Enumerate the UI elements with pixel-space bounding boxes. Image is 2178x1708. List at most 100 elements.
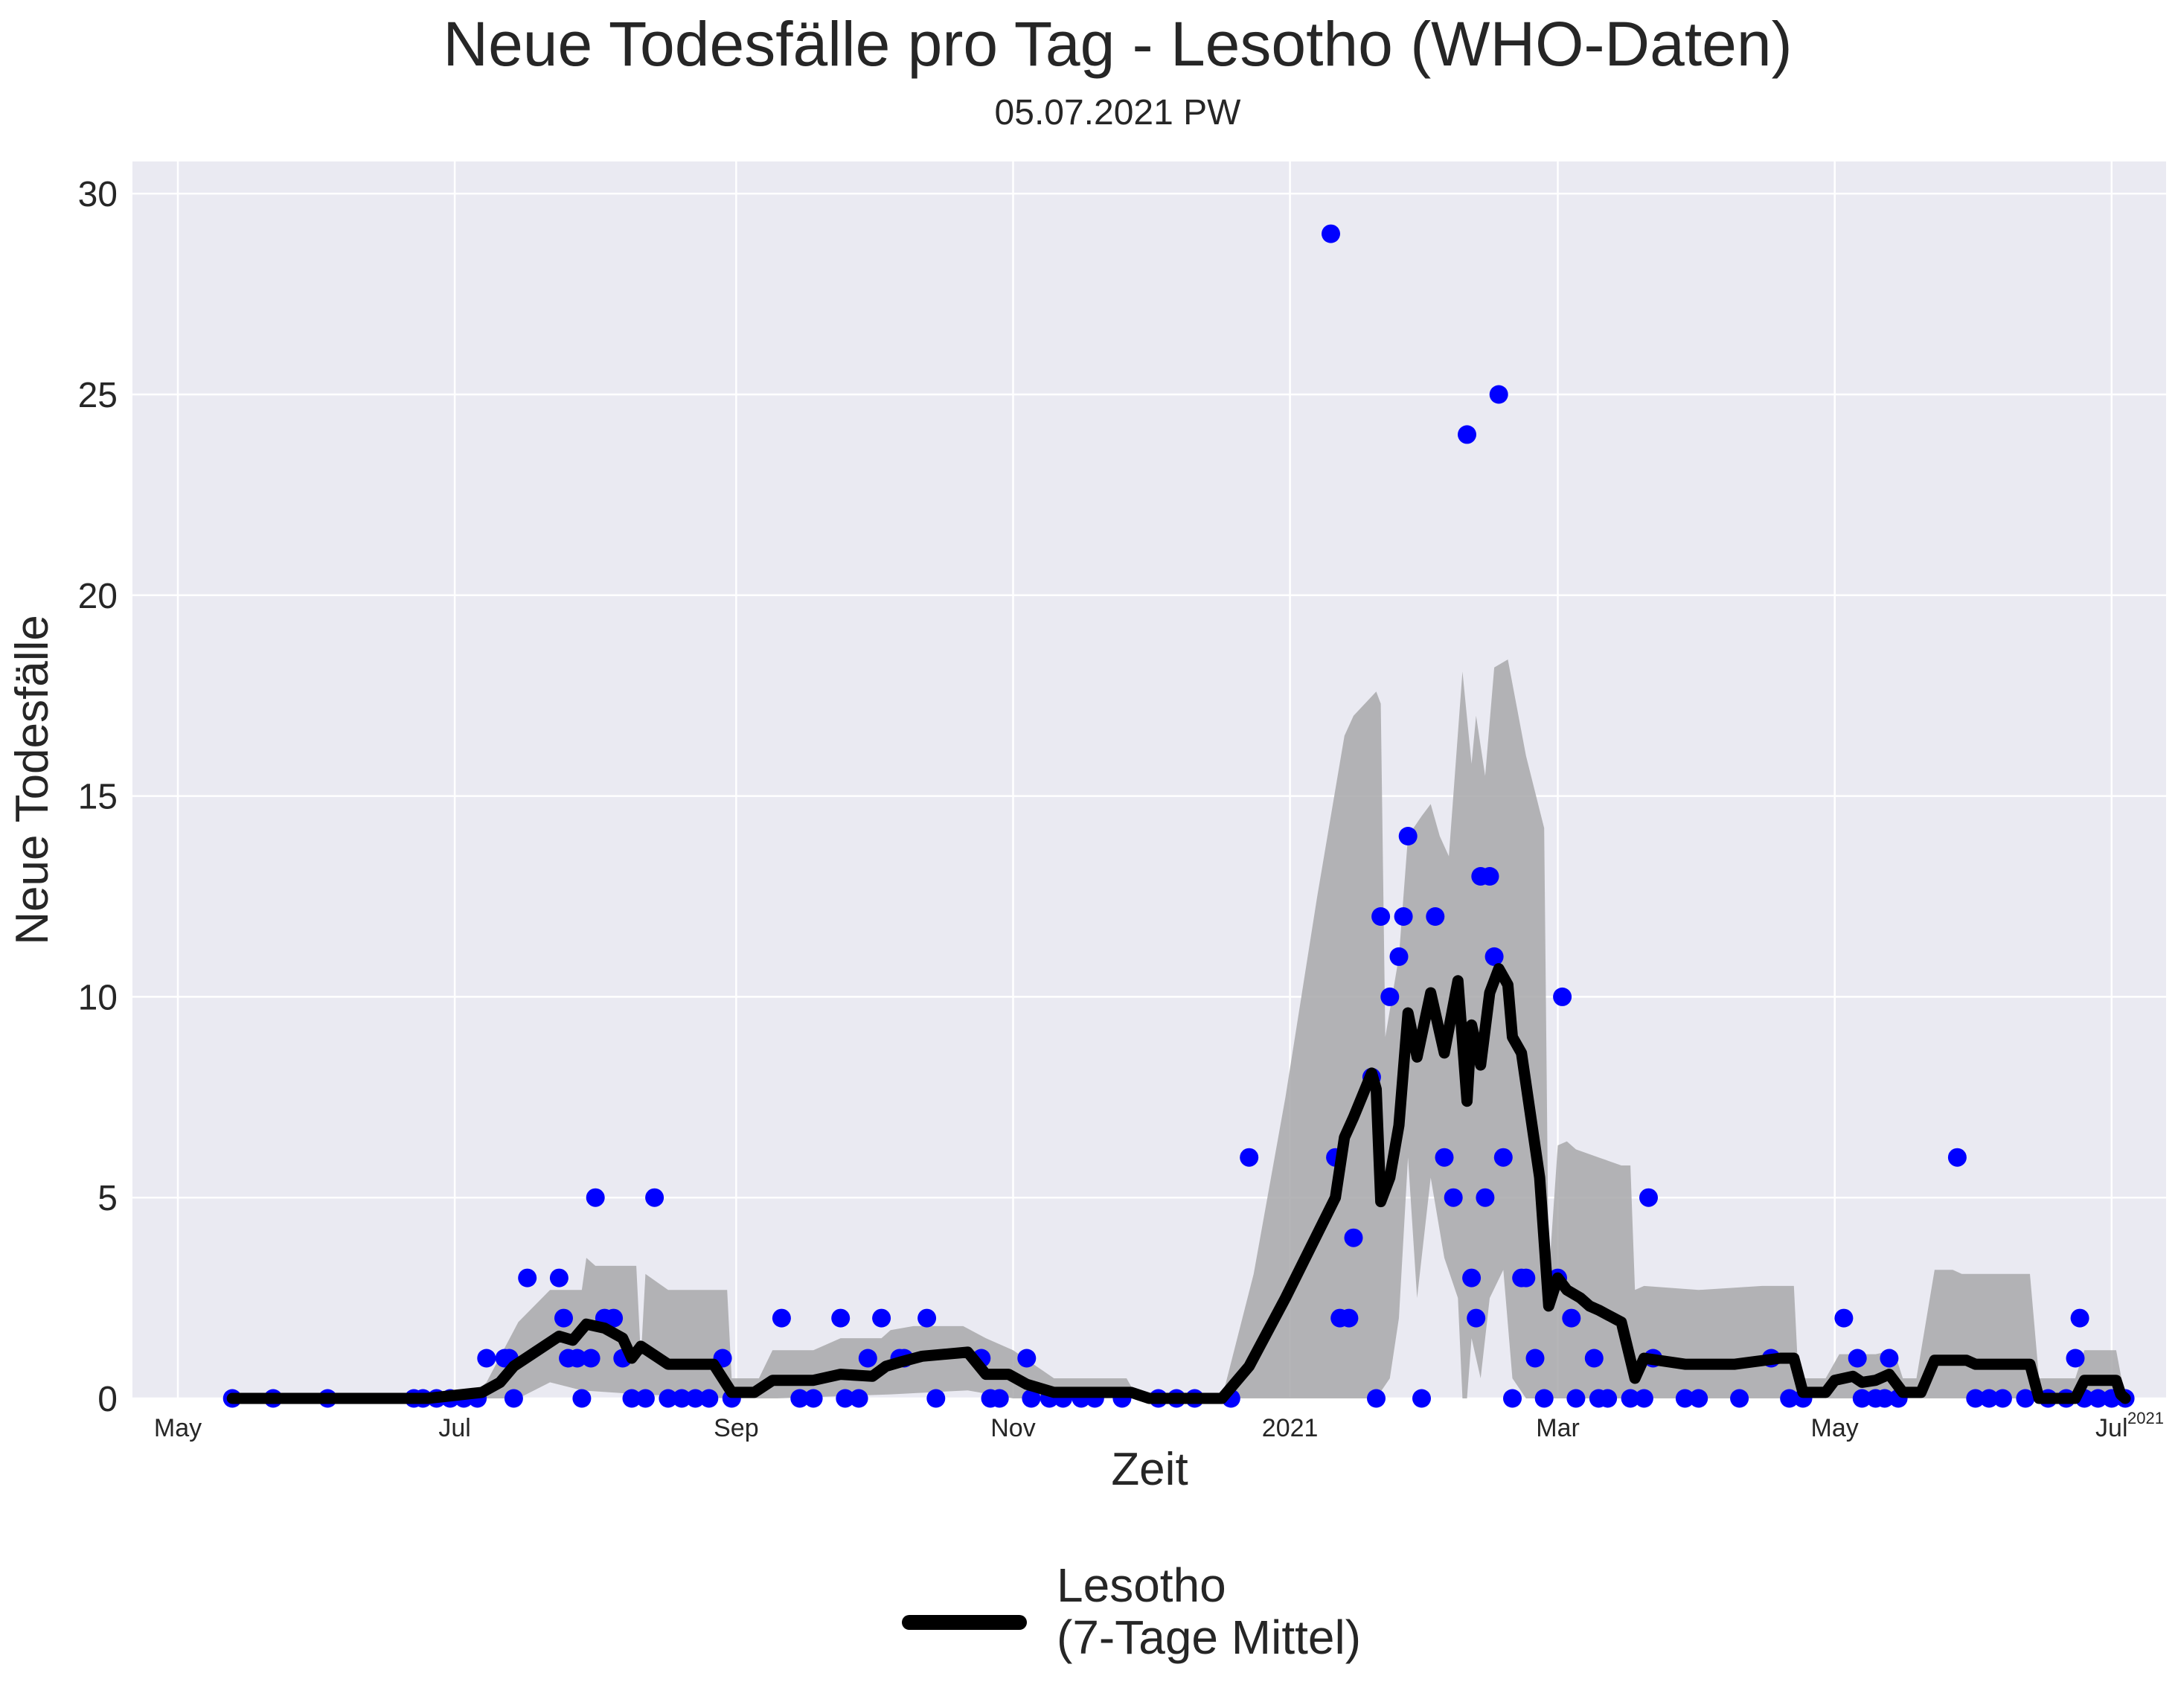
- data-point: [549, 1268, 568, 1288]
- x-tick-labels: May Jul Sep Nov 2021 Mar May Jul: [154, 1414, 2128, 1442]
- data-point: [1562, 1308, 1581, 1328]
- data-point: [645, 1188, 664, 1207]
- data-point: [1493, 1148, 1513, 1167]
- data-point: [772, 1308, 791, 1328]
- seven-day-average-line: [226, 963, 2131, 1404]
- data-point: [659, 1389, 678, 1408]
- data-point: [568, 1349, 587, 1368]
- x-axis-label: Zeit: [1111, 1444, 1188, 1495]
- data-point: [518, 1268, 537, 1288]
- data-point: [1394, 907, 1413, 926]
- data-point: [872, 1308, 891, 1328]
- data-point: [1966, 1389, 1985, 1408]
- y-tick-label: 10: [78, 978, 118, 1017]
- data-point: [1598, 1389, 1618, 1408]
- data-point: [1412, 1389, 1431, 1408]
- y-tick-label: 30: [78, 175, 118, 214]
- data-point: [572, 1389, 592, 1408]
- x-tick-label: 2021: [1262, 1414, 1319, 1442]
- plot-background: [132, 161, 2166, 1398]
- data-point: [1834, 1308, 1854, 1328]
- x-tick-label: May: [1811, 1414, 1859, 1442]
- x-axis-offset-label: 2021: [2127, 1409, 2164, 1427]
- data-point: [1621, 1389, 1640, 1408]
- x-tick-label: Nov: [990, 1414, 1035, 1442]
- data-point: [1852, 1389, 1871, 1408]
- x-tick-label: Jul: [2095, 1414, 2127, 1442]
- data-point: [1516, 1268, 1536, 1288]
- data-point: [1389, 947, 1409, 966]
- x-tick-label: Mar: [1536, 1414, 1580, 1442]
- legend-label-line: Lesotho: [1057, 1558, 1226, 1612]
- y-tick-label: 25: [78, 376, 118, 415]
- data-point: [1398, 827, 1418, 845]
- data-point: [1639, 1188, 1658, 1207]
- data-point: [836, 1389, 855, 1408]
- data-point: [849, 1389, 868, 1408]
- data-point: [1503, 1389, 1522, 1408]
- data-point: [2089, 1389, 2107, 1408]
- data-point: [1730, 1389, 1749, 1408]
- confidence-band: [232, 659, 2126, 1398]
- data-point: [699, 1389, 719, 1408]
- data-point: [604, 1308, 624, 1328]
- data-point: [1435, 1148, 1454, 1167]
- data-point: [1367, 1389, 1386, 1408]
- legend-label-line: (7-Tage Mittel): [1057, 1611, 1361, 1664]
- data-point: [504, 1389, 523, 1408]
- data-point: [1534, 1389, 1554, 1408]
- data-point: [804, 1389, 823, 1408]
- y-tick-labels: 0 5 10 15 20 25 30: [78, 175, 118, 1419]
- data-point: [581, 1349, 600, 1368]
- data-point: [1444, 1188, 1463, 1207]
- data-point: [1675, 1389, 1694, 1408]
- data-point: [790, 1389, 810, 1408]
- data-point: [1240, 1148, 1259, 1167]
- x-tick-label: Jul: [438, 1414, 470, 1442]
- y-tick-label: 20: [78, 577, 118, 616]
- data-point: [1458, 425, 1476, 444]
- chart-title: Neue Todesfälle pro Tag - Lesotho (WHO-D…: [443, 9, 1792, 79]
- data-point: [990, 1389, 1009, 1408]
- data-point: [1339, 1308, 1359, 1328]
- data-point: [1634, 1389, 1653, 1408]
- data-point: [622, 1389, 641, 1408]
- data-point: [1553, 987, 1572, 1006]
- data-point: [1380, 987, 1400, 1006]
- data-point: [477, 1349, 496, 1368]
- data-point: [1017, 1349, 1037, 1368]
- data-point: [1689, 1389, 1708, 1408]
- data-point: [1322, 224, 1340, 243]
- data-point: [926, 1389, 946, 1408]
- data-point: [1371, 907, 1391, 926]
- data-point: [1022, 1389, 1041, 1408]
- data-point: [1344, 1228, 1363, 1247]
- data-point: [917, 1308, 937, 1328]
- data-point: [1979, 1389, 1999, 1408]
- data-point: [554, 1308, 573, 1328]
- chart-subtitle: 05.07.2021 PW: [995, 93, 1242, 132]
- data-point: [1947, 1148, 1967, 1167]
- data-point: [2066, 1349, 2085, 1368]
- data-point: [2070, 1308, 2089, 1328]
- data-point: [635, 1389, 655, 1408]
- data-point: [1489, 385, 1508, 404]
- y-tick-label: 5: [97, 1179, 118, 1218]
- x-tick-label: May: [154, 1414, 202, 1442]
- data-point: [1426, 907, 1445, 926]
- data-point: [1480, 867, 1499, 886]
- data-point: [1484, 947, 1504, 966]
- data-point: [1476, 1188, 1495, 1207]
- data-point: [1525, 1349, 1545, 1368]
- y-axis-label: Neue Todesfälle: [7, 615, 58, 945]
- data-point: [686, 1389, 705, 1408]
- data-point: [831, 1308, 851, 1328]
- data-point: [858, 1349, 877, 1368]
- y-tick-label: 0: [97, 1380, 118, 1419]
- data-point: [1462, 1268, 1482, 1288]
- data-point: [1584, 1349, 1604, 1368]
- data-point: [1467, 1308, 1486, 1328]
- legend: Lesotho (7-Tage Mittel): [902, 1558, 1361, 1664]
- y-tick-label: 15: [78, 778, 118, 817]
